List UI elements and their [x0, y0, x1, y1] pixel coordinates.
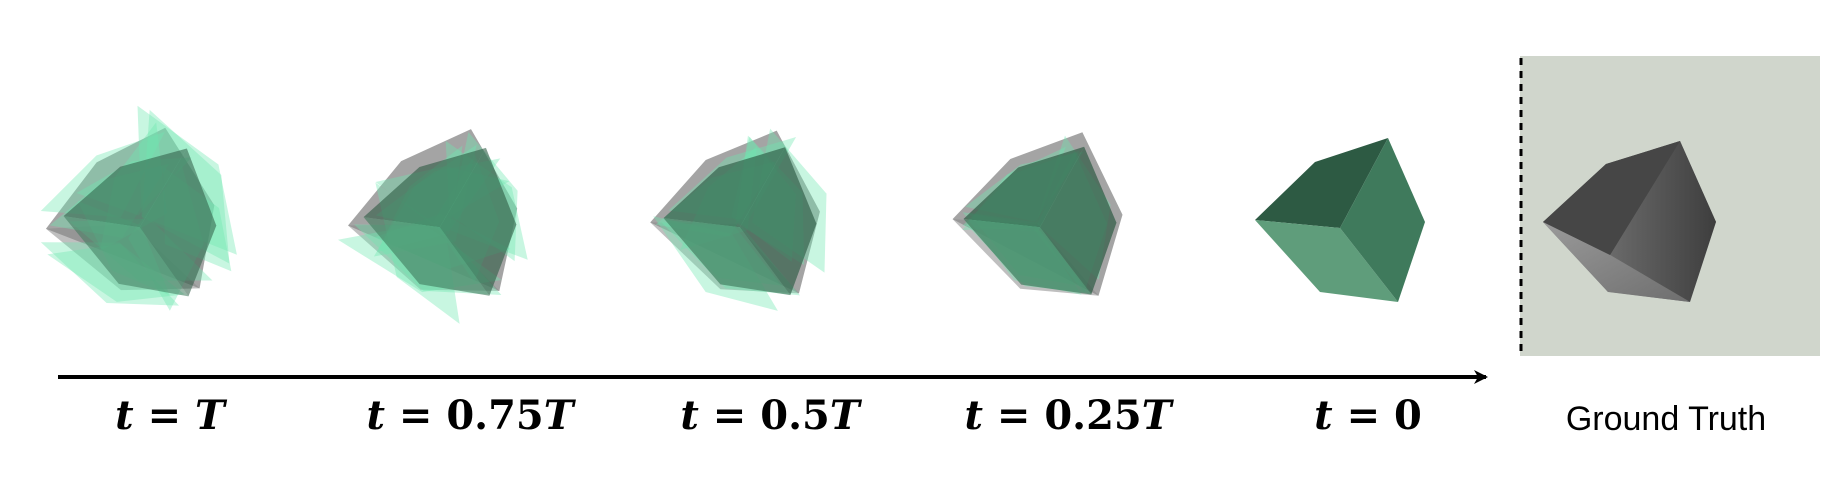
label-t-05T: t = 0.5T [680, 392, 860, 439]
core-face-top [63, 148, 187, 228]
core-face-right [1039, 146, 1117, 295]
noise-face [40, 131, 165, 218]
noisy-cube-t-T [40, 105, 237, 311]
core-face-left [63, 216, 189, 297]
core-face-left [663, 218, 791, 296]
core-face-top [663, 147, 786, 228]
ground-truth-cube [1543, 141, 1716, 302]
core-face-left [963, 219, 1092, 295]
noisy-cube-t-025T [952, 132, 1123, 296]
cube-face-left [1255, 220, 1398, 302]
label-t-025T: t = 0.25T [964, 392, 1172, 439]
label-t-T: t = T [115, 392, 225, 439]
core-face-right [439, 147, 517, 296]
clean-cube-t-0 [1255, 138, 1425, 302]
ground-truth-label: Ground Truth [1565, 400, 1767, 438]
label-t-0: t = 0 [1314, 392, 1422, 439]
label-t-075T: t = 0.75T [366, 392, 574, 439]
core-face-left [363, 217, 490, 296]
cube-face-top [1255, 138, 1388, 228]
core-face-right [739, 147, 817, 296]
core-face-right [139, 148, 217, 297]
noise-face [40, 242, 180, 306]
noisy-cube-t-05T [650, 128, 827, 311]
core-face-top [363, 147, 486, 228]
cube-face-right [1340, 138, 1425, 302]
core-face-top [963, 146, 1085, 228]
noisy-cube-t-075T [337, 129, 528, 324]
